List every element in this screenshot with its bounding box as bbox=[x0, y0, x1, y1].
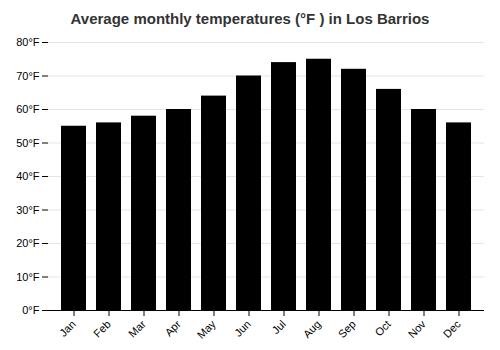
svg-text:30°F: 30°F bbox=[16, 204, 40, 216]
svg-text:50°F: 50°F bbox=[16, 137, 40, 149]
html-text:Average monthly temperatures (: Average monthly temperatures (°F ) in Lo… bbox=[70, 10, 430, 27]
svg-text:Dec: Dec bbox=[441, 317, 464, 340]
svg-text:60°F: 60°F bbox=[16, 103, 40, 115]
svg-text:Sep: Sep bbox=[336, 318, 358, 340]
svg-text:70°F: 70°F bbox=[16, 70, 40, 82]
svg-text:Jan: Jan bbox=[57, 318, 78, 339]
svg-text:40°F: 40°F bbox=[16, 170, 40, 182]
svg-text:Jul: Jul bbox=[269, 318, 287, 336]
svg-text:Mar: Mar bbox=[126, 318, 148, 340]
svg-text:20°F: 20°F bbox=[16, 237, 40, 249]
svg-text:80°F: 80°F bbox=[16, 36, 40, 48]
svg-text:10°F: 10°F bbox=[16, 271, 40, 283]
svg-text:May: May bbox=[195, 317, 219, 341]
svg-text:Jun: Jun bbox=[232, 318, 253, 339]
svg-text:Feb: Feb bbox=[91, 318, 113, 340]
svg-text:Nov: Nov bbox=[406, 317, 429, 340]
svg-text:Apr: Apr bbox=[162, 318, 183, 339]
svg-text:Oct: Oct bbox=[372, 318, 393, 339]
svg-text:Aug: Aug bbox=[301, 318, 323, 340]
svg-text:0°F: 0°F bbox=[22, 304, 40, 316]
